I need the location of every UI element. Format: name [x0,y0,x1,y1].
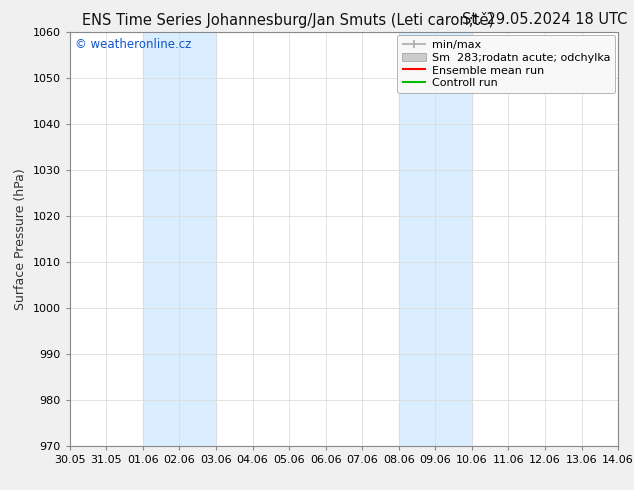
Legend: min/max, Sm  283;rodatn acute; odchylka, Ensemble mean run, Controll run: min/max, Sm 283;rodatn acute; odchylka, … [398,35,615,93]
Bar [399,32,472,446]
Y-axis label: Surface Pressure (hPa): Surface Pressure (hPa) [14,168,27,310]
Text: © weatheronline.cz: © weatheronline.cz [75,38,191,51]
Text: St. 29.05.2024 18 UTC: St. 29.05.2024 18 UTC [462,12,628,27]
Bar [143,32,216,446]
Text: ENS Time Series Johannesburg/Jan Smuts (Leti caron;tě): ENS Time Series Johannesburg/Jan Smuts (… [82,12,495,28]
